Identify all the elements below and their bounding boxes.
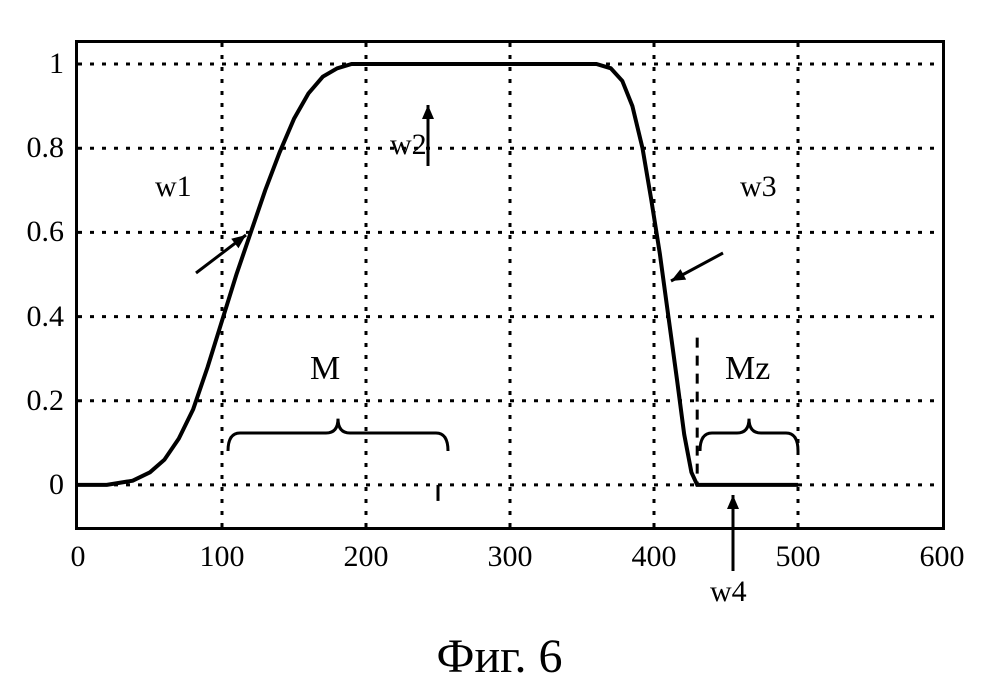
- x-tick-label: 600: [920, 540, 965, 574]
- label-M: M: [310, 350, 340, 388]
- y-tick-label: 1: [49, 47, 64, 81]
- y-tick-label: 0: [49, 468, 64, 502]
- label-w3: w3: [740, 170, 777, 204]
- y-tick-label: 0.8: [27, 131, 65, 165]
- x-tick-label: 0: [71, 540, 86, 574]
- braces: [228, 419, 798, 451]
- x-tick-label: 400: [632, 540, 677, 574]
- label-Mz: Mz: [725, 350, 770, 388]
- annotation-arrows: [196, 105, 739, 571]
- plot-area: [75, 40, 945, 530]
- label-w1: w1: [155, 170, 192, 204]
- x-tick-label: 500: [776, 540, 821, 574]
- label-w2: w2: [390, 128, 427, 162]
- window-curve: [78, 64, 798, 485]
- y-tick-label: 0.4: [27, 300, 65, 334]
- chart-container: 0 100 200 300 400 500 600 0 0.2 0.4 0.6 0.8 1 w1 w2…: [0, 0, 999, 694]
- x-tick-label: 200: [344, 540, 389, 574]
- figure-caption: Фиг. 6: [437, 629, 563, 684]
- grid-vertical: [222, 43, 798, 527]
- x-tick-label: 300: [488, 540, 533, 574]
- chart-svg: [78, 43, 942, 527]
- y-tick-label: 0.6: [27, 215, 65, 249]
- label-w4: w4: [710, 575, 747, 609]
- x-tick-label: 100: [200, 540, 245, 574]
- y-tick-label: 0.2: [27, 384, 65, 418]
